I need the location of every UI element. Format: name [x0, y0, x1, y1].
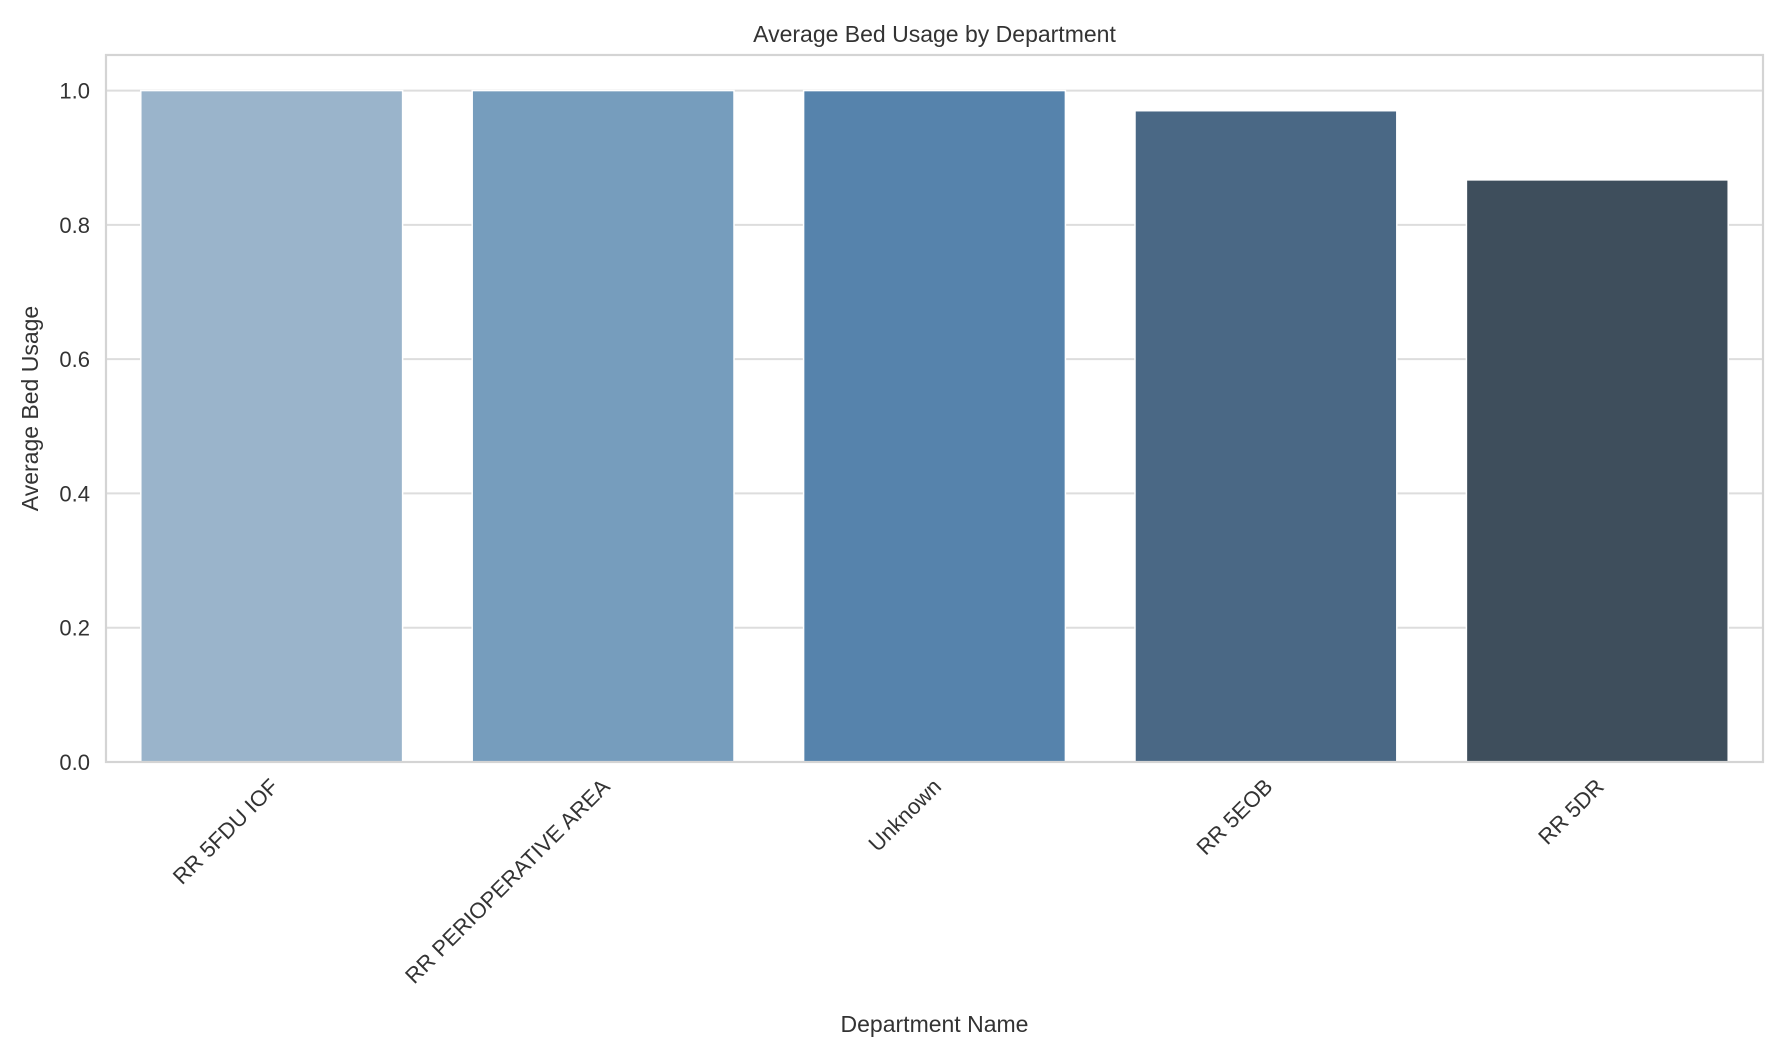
y-tick-label: 0.4 — [59, 481, 90, 506]
x-axis-label: Department Name — [841, 1011, 1029, 1037]
bar — [1465, 179, 1729, 763]
bar — [802, 89, 1067, 763]
chart-title: Average Bed Usage by Department — [753, 21, 1116, 47]
y-axis-label: Average Bed Usage — [17, 306, 43, 511]
bar — [1134, 109, 1398, 763]
bars — [140, 89, 1729, 763]
y-tick-label: 0.8 — [59, 213, 90, 238]
plot-frame — [104, 53, 1765, 764]
bar — [471, 89, 735, 763]
y-tick-labels: 0.0 0.2 0.4 0.6 0.8 1.0 — [59, 79, 90, 775]
bar — [140, 89, 404, 763]
y-tick-label: 0.6 — [59, 347, 90, 372]
y-tick-label: 1.0 — [59, 79, 90, 104]
y-tick-label: 0.0 — [59, 750, 90, 775]
y-tick-label: 0.2 — [59, 616, 90, 641]
